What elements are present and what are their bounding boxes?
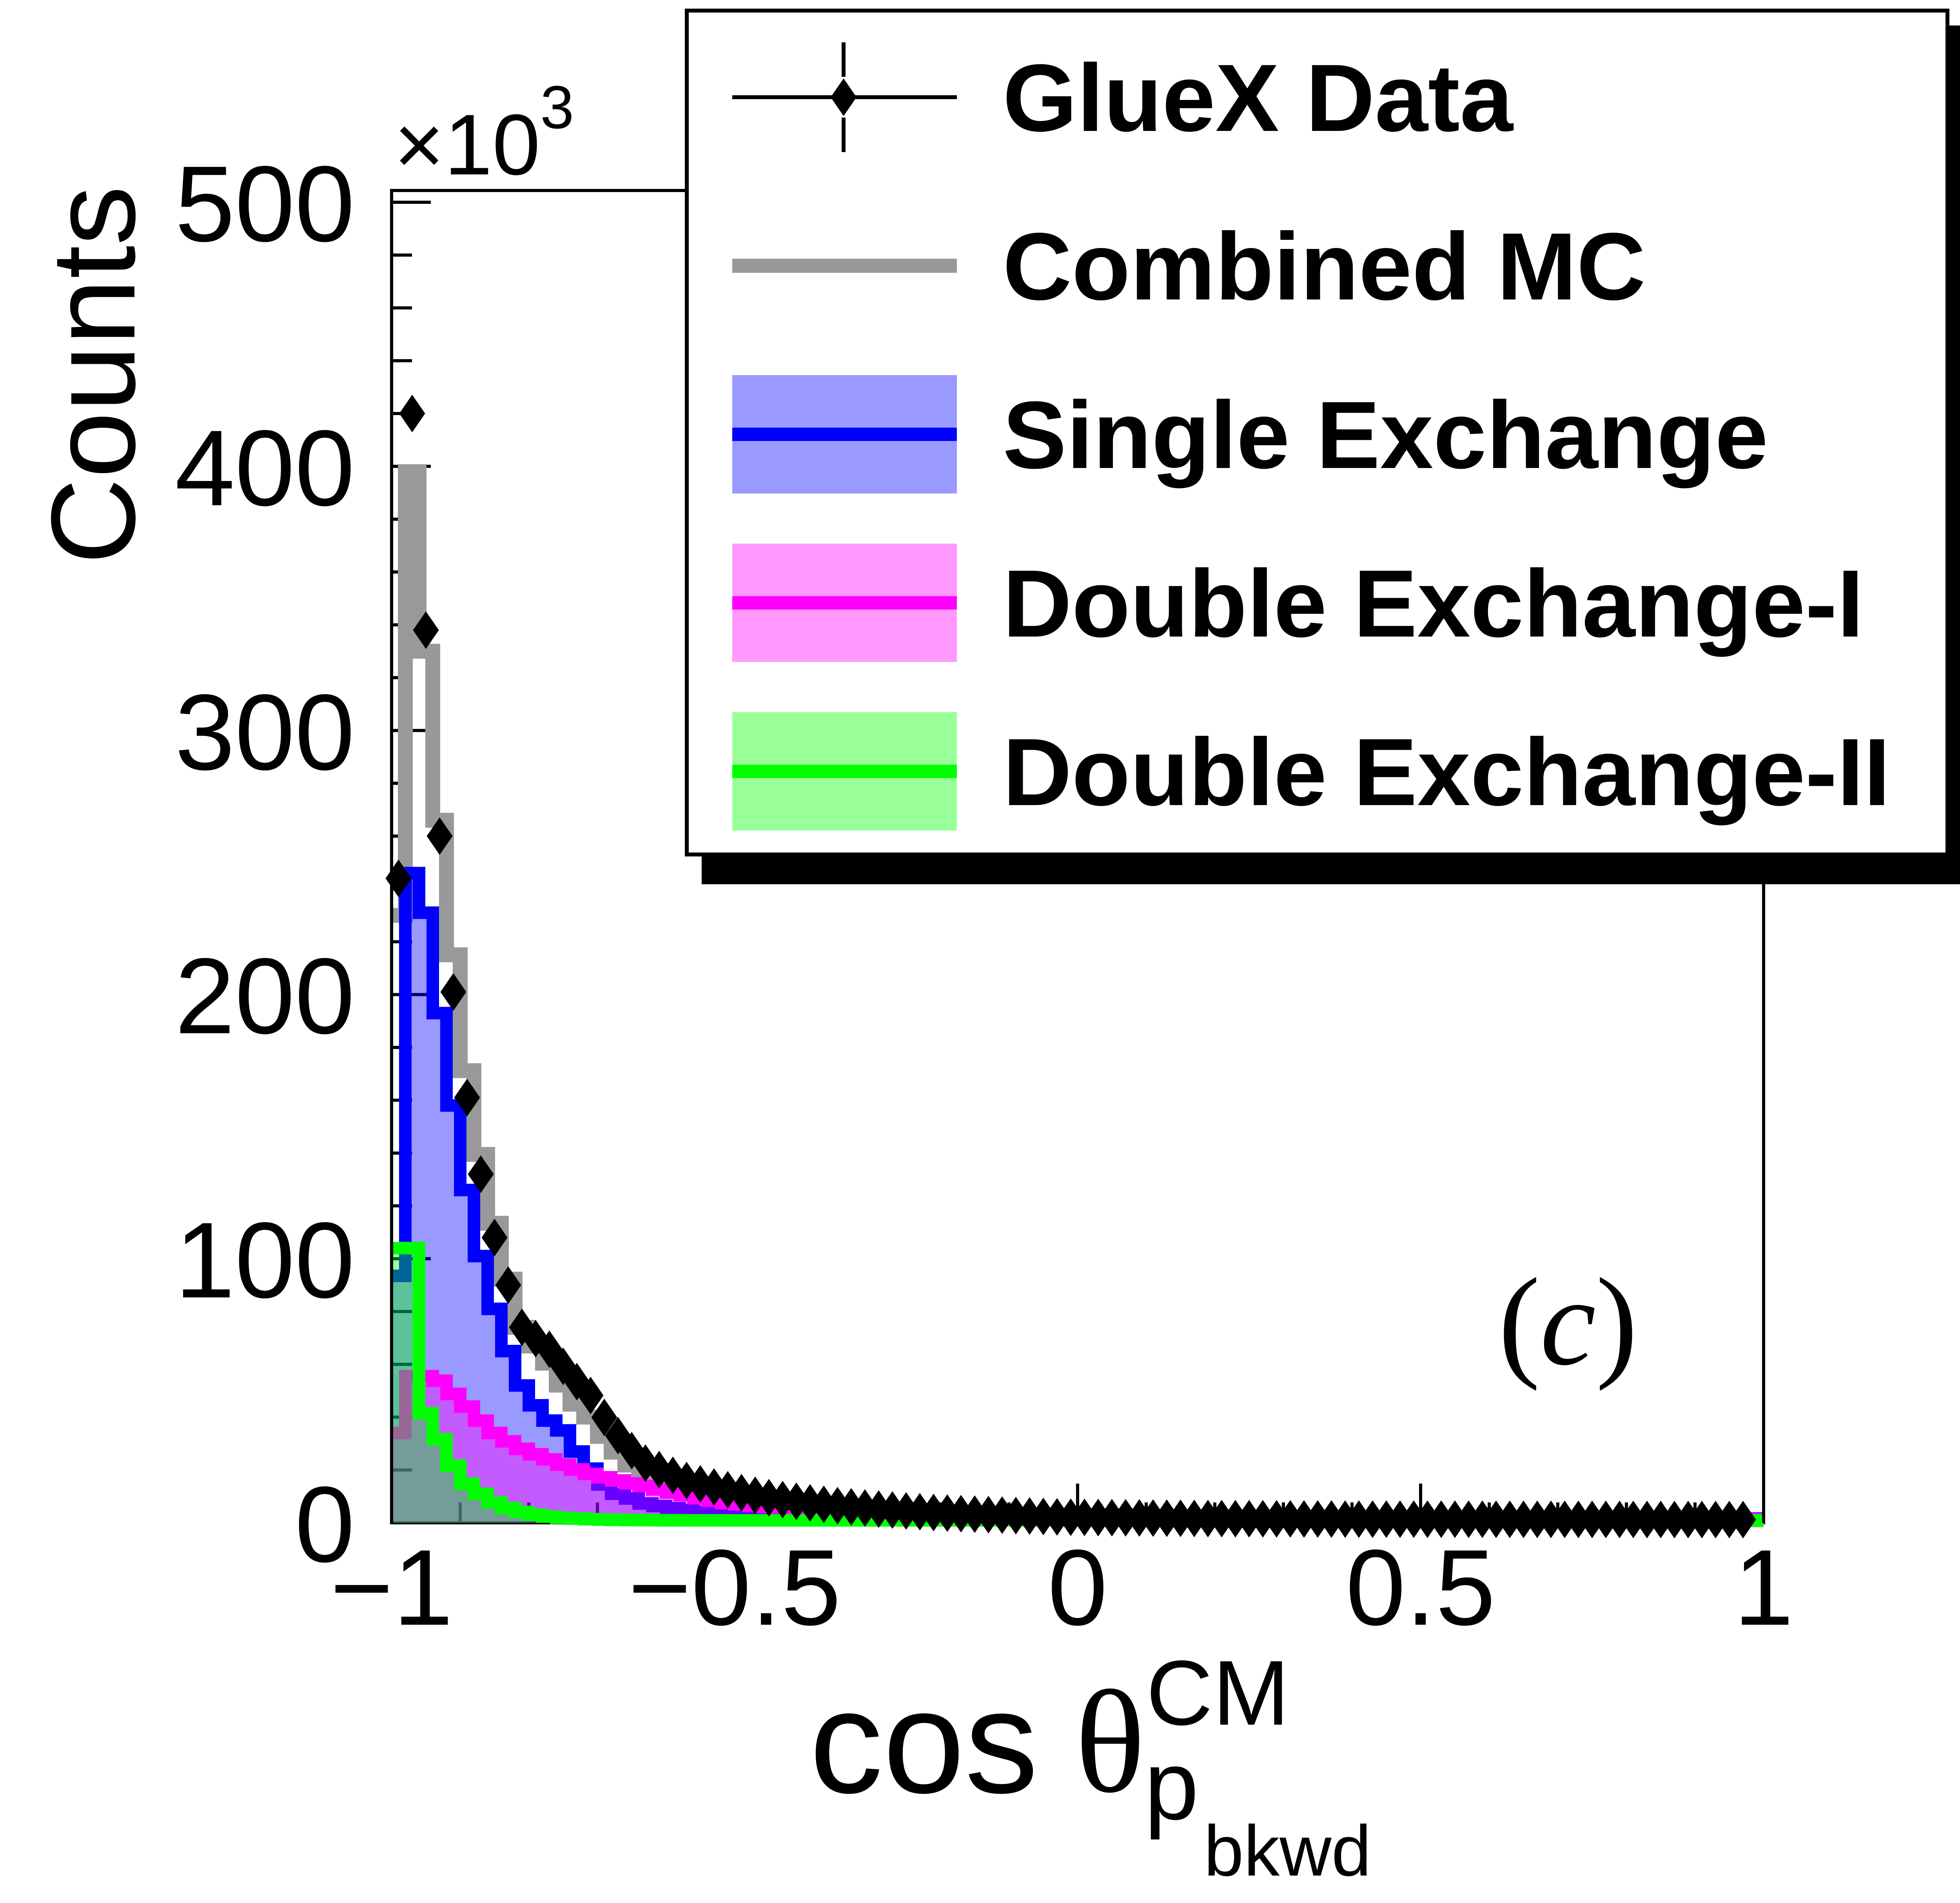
svg-text:(c): (c) xyxy=(1498,1253,1637,1391)
svg-text:−0.5: −0.5 xyxy=(628,1527,841,1648)
svg-text:300: 300 xyxy=(175,672,355,793)
svg-text:GlueX Data: GlueX Data xyxy=(1003,44,1514,151)
svg-text:Counts: Counts xyxy=(26,186,160,564)
svg-text:0.5: 0.5 xyxy=(1346,1527,1495,1648)
svg-text:cos: cos xyxy=(809,1660,1038,1824)
svg-text:100: 100 xyxy=(175,1200,355,1321)
svg-text:Combined MC: Combined MC xyxy=(1003,213,1646,320)
svg-text:Double Exchange-I: Double Exchange-I xyxy=(1003,550,1864,657)
svg-text:p: p xyxy=(1144,1731,1199,1840)
svg-text:500: 500 xyxy=(175,144,355,264)
svg-text:Double Exchange-II: Double Exchange-II xyxy=(1003,718,1890,825)
svg-text:θ: θ xyxy=(1075,1661,1145,1823)
svg-text:0: 0 xyxy=(295,1464,355,1585)
svg-text:−1: −1 xyxy=(330,1527,453,1648)
svg-text:CM: CM xyxy=(1146,1641,1289,1744)
svg-text:Single Exchange: Single Exchange xyxy=(1003,381,1768,488)
svg-text:bkwd: bkwd xyxy=(1204,1810,1371,1891)
svg-text:1: 1 xyxy=(1734,1527,1794,1648)
svg-text:400: 400 xyxy=(175,408,355,528)
svg-text:200: 200 xyxy=(175,936,355,1056)
svg-text:0: 0 xyxy=(1048,1527,1108,1648)
